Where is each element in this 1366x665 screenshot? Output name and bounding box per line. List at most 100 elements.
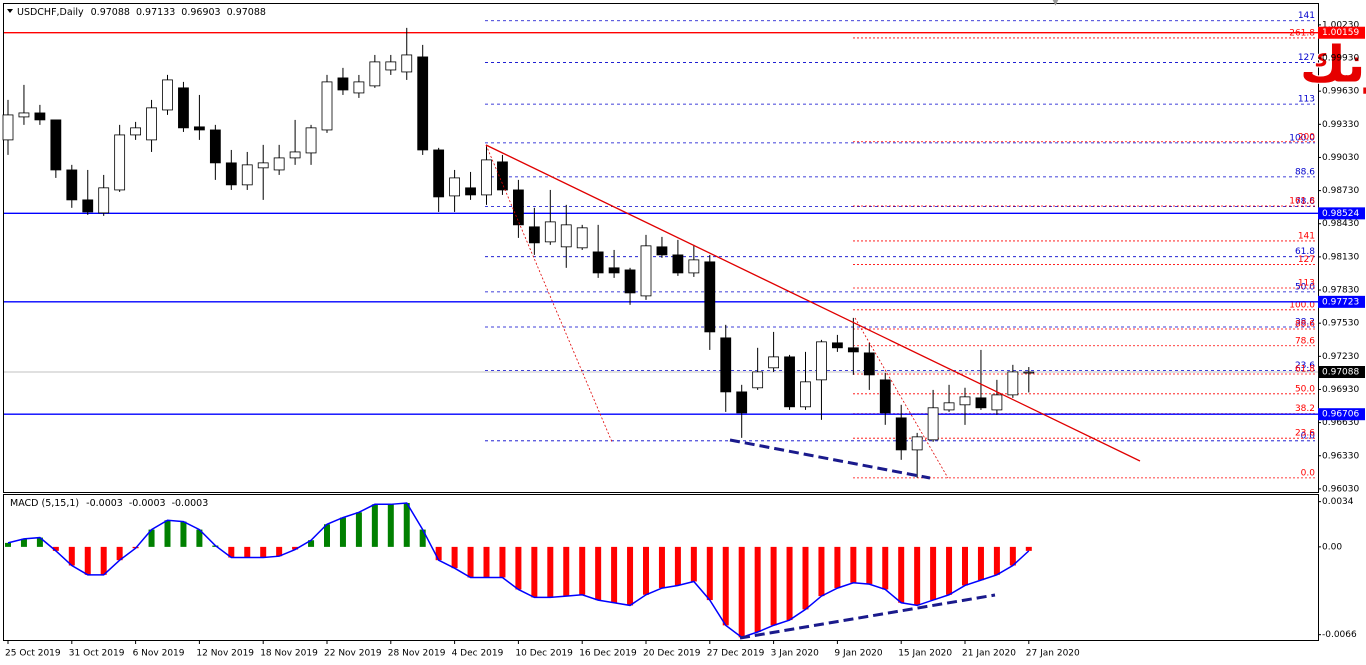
x-tick-label: 9 Jan 2020: [834, 649, 882, 659]
candle-body: [114, 134, 126, 191]
histogram-bar: [196, 529, 203, 547]
histogram-bar: [866, 546, 873, 585]
candle-body: [481, 159, 492, 196]
fib-label: 50.0: [1295, 282, 1315, 292]
candle-body: [209, 129, 221, 164]
fib-label: 141: [1298, 231, 1315, 241]
candle-body: [305, 127, 317, 154]
histogram-bar: [563, 546, 570, 597]
fib-trend-line: [854, 317, 949, 479]
candle-body: [146, 107, 157, 141]
fib-label: 23.6: [1295, 429, 1315, 439]
fib-label: 161.8: [1289, 196, 1315, 206]
price-tag-label: 0.97723: [1322, 297, 1359, 307]
fib-label: 78.6: [1295, 336, 1315, 346]
candle-body: [736, 391, 748, 414]
candle-body: [241, 164, 253, 186]
y-tick-label: 0.0034: [1322, 497, 1354, 507]
candle-body: [225, 162, 237, 186]
histogram-bar: [977, 546, 984, 581]
histogram-bar: [818, 546, 825, 597]
candle-body: [816, 341, 827, 381]
candle-body: [640, 245, 652, 297]
trendline: [485, 144, 1141, 462]
candle-body: [18, 112, 30, 118]
histogram-bar: [403, 502, 410, 547]
histogram-bar: [914, 546, 921, 606]
candle-body: [879, 379, 891, 414]
histogram-bar: [292, 546, 299, 550]
price-panel-frame: [3, 3, 1319, 493]
candle-body: [449, 177, 461, 197]
candle-body: [513, 189, 524, 226]
fib-label: 127: [1298, 255, 1315, 265]
price-tag-label: 0.96706: [1322, 410, 1359, 420]
candle-body: [752, 371, 764, 389]
macd-value: -0.0003: [86, 498, 123, 509]
candle-body: [178, 87, 189, 129]
candle-body: [847, 347, 859, 353]
y-tick-label: 0.97830: [1322, 286, 1359, 296]
x-tick-label: 16 Dec 2019: [579, 649, 637, 659]
x-tick-label: 3 Jan 2020: [771, 649, 819, 659]
histogram-bar: [36, 537, 43, 547]
candle-body: [162, 79, 173, 111]
x-tick-label: 6 Nov 2019: [133, 649, 185, 659]
histogram-bar: [595, 546, 602, 601]
histogram-bar: [531, 546, 538, 598]
fib-label: 88.6: [1295, 167, 1315, 177]
fib-label: 0.0: [1301, 468, 1316, 478]
histogram-bar: [308, 540, 315, 547]
candle-body: [528, 226, 540, 244]
y-tick-label: 0.96930: [1322, 385, 1359, 395]
y-tick-label: 0.97230: [1322, 352, 1359, 362]
histogram-bar: [754, 546, 761, 633]
candle-body: [560, 224, 572, 248]
histogram-bar: [68, 546, 75, 566]
signal-value: -0.0003: [129, 498, 166, 509]
x-tick-label: 4 Dec 2019: [452, 649, 504, 659]
candle-body: [337, 77, 349, 91]
x-tick-label: 15 Jan 2020: [898, 649, 952, 659]
fib-label: 100.0: [1289, 133, 1315, 143]
histogram-bar: [371, 504, 378, 547]
candle-body: [991, 394, 1003, 411]
x-tick-label: 31 Oct 2019: [69, 649, 125, 659]
x-tick-label: 12 Nov 2019: [196, 649, 254, 659]
header-high: 0.97133: [136, 7, 175, 18]
candle-body: [385, 61, 397, 71]
candle-body: [656, 246, 668, 256]
candle-body: [863, 352, 875, 376]
histogram-bar: [993, 546, 1000, 575]
y-tick-label: 0.98130: [1322, 252, 1359, 262]
candle-body: [34, 112, 46, 121]
candle-body: [624, 269, 636, 294]
histogram-bar: [52, 546, 59, 551]
x-tick-label: 27 Jan 2020: [1026, 649, 1080, 659]
histogram-bar: [228, 546, 235, 558]
candle-body: [82, 199, 94, 213]
candle-body: [720, 337, 732, 393]
y-tick-label: 0.98730: [1322, 186, 1359, 196]
x-tick-label: 20 Dec 2019: [643, 649, 701, 659]
histogram-bar: [611, 546, 618, 603]
candle-body: [704, 261, 716, 333]
histogram-bar: [802, 546, 809, 610]
histogram-bar: [467, 546, 474, 578]
menu-arrow[interactable]: [7, 9, 13, 13]
y-tick-label: 0.00: [1322, 542, 1342, 552]
price-tag: [1318, 207, 1365, 220]
histogram-bar: [898, 546, 905, 603]
histogram-bar: [387, 504, 394, 547]
y-tick-label: 1.00230: [1322, 20, 1359, 30]
histogram-bar: [946, 546, 953, 595]
histogram-bar: [706, 546, 713, 601]
price-tag-label: 0.97088: [1322, 368, 1359, 378]
candle-body: [289, 151, 301, 159]
header-open: 0.97088: [91, 7, 130, 18]
price-tag: [1318, 366, 1365, 379]
fib-label: 61.8: [1295, 247, 1315, 257]
histogram-bar: [722, 546, 729, 626]
fib-label: 88.6: [1295, 319, 1315, 329]
